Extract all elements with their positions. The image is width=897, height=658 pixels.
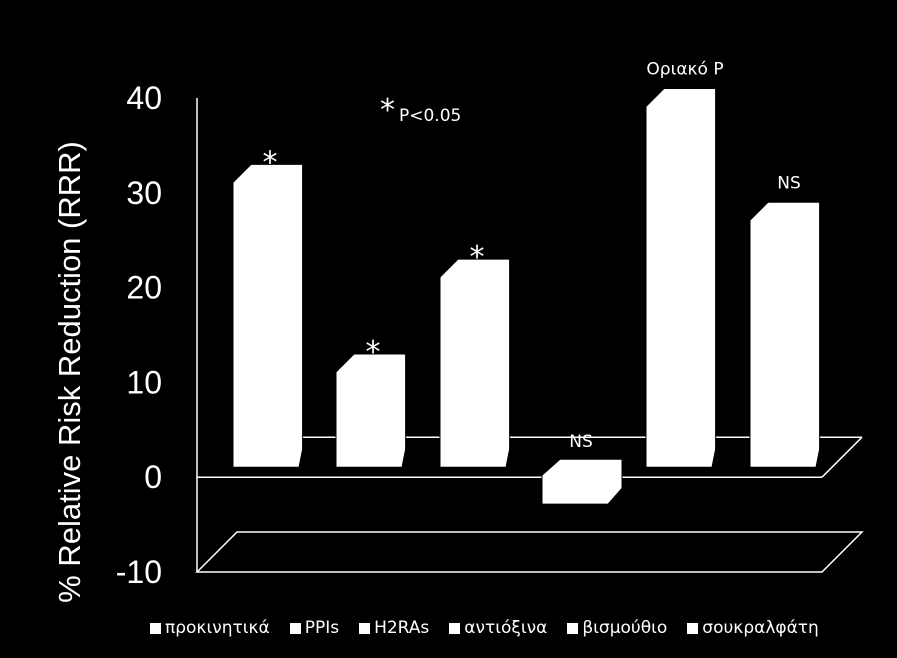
bar-annotation-2: * bbox=[470, 240, 485, 275]
legend-item-4: βισμούθιο bbox=[567, 618, 667, 638]
zero-baseline-edge bbox=[821, 436, 863, 478]
bar-annotation-0: * bbox=[263, 145, 278, 180]
legend-label: αντιόξινα bbox=[464, 618, 548, 638]
y-tick-label: 10 bbox=[126, 364, 162, 400]
legend-label: PPIs bbox=[304, 618, 340, 638]
chart-annotations: * * * NS Οριακό P NS bbox=[263, 60, 801, 453]
legend-label: προκινητικά bbox=[165, 618, 270, 638]
legend-label: βισμούθιο bbox=[582, 618, 668, 638]
legend-item-1: PPIs bbox=[289, 618, 340, 638]
bar-1 bbox=[335, 353, 407, 468]
legend-swatch bbox=[150, 622, 161, 634]
y-tick-labels: 40 30 20 10 0 -10 bbox=[116, 80, 162, 590]
legend-item-2: H2RAs bbox=[359, 618, 429, 638]
y-tick-label: 20 bbox=[126, 270, 162, 306]
legend-label: H2RAs bbox=[374, 618, 430, 638]
chart-floor bbox=[195, 531, 864, 573]
y-tick-label: -10 bbox=[116, 554, 162, 590]
bar-0 bbox=[232, 163, 304, 468]
bar-annotation-3: NS bbox=[569, 432, 593, 452]
bar-3 bbox=[541, 458, 623, 505]
floor-plane bbox=[195, 531, 864, 573]
legend-item-3: αντιόξινα bbox=[449, 618, 547, 638]
y-axis-title: % Relative Risk Reduction (RRR) bbox=[52, 141, 87, 603]
legend-item-0: προκινητικά bbox=[150, 618, 270, 638]
legend-swatch bbox=[687, 622, 699, 634]
legend-label: σουκραλφάτη bbox=[702, 618, 819, 638]
bar-5 bbox=[749, 201, 821, 468]
chart-bars bbox=[232, 88, 821, 505]
bar-annotation-1: * bbox=[366, 335, 381, 370]
legend-item-5: σουκραλφάτη bbox=[687, 618, 819, 638]
footnote-symbol: * bbox=[380, 93, 395, 128]
bar-annotation-4: Οριακό P bbox=[646, 60, 723, 80]
chart-legend: προκινητικά PPIs H2RAs αντιόξινα βισμούθιο σο… bbox=[150, 616, 890, 640]
legend-swatch bbox=[289, 622, 301, 634]
y-tick-label: 0 bbox=[144, 459, 162, 495]
y-tick-label: 30 bbox=[126, 175, 162, 211]
bar-4 bbox=[645, 88, 717, 468]
y-tick-label: 40 bbox=[126, 80, 162, 116]
legend-swatch bbox=[359, 622, 371, 634]
legend-swatch bbox=[567, 622, 579, 634]
bar-annotation-5: NS bbox=[777, 173, 801, 193]
footnote-text: P<0.05 bbox=[399, 106, 461, 126]
significance-footnote: * P<0.05 bbox=[380, 93, 461, 128]
bar-2 bbox=[439, 258, 511, 468]
legend-swatch bbox=[449, 622, 461, 634]
